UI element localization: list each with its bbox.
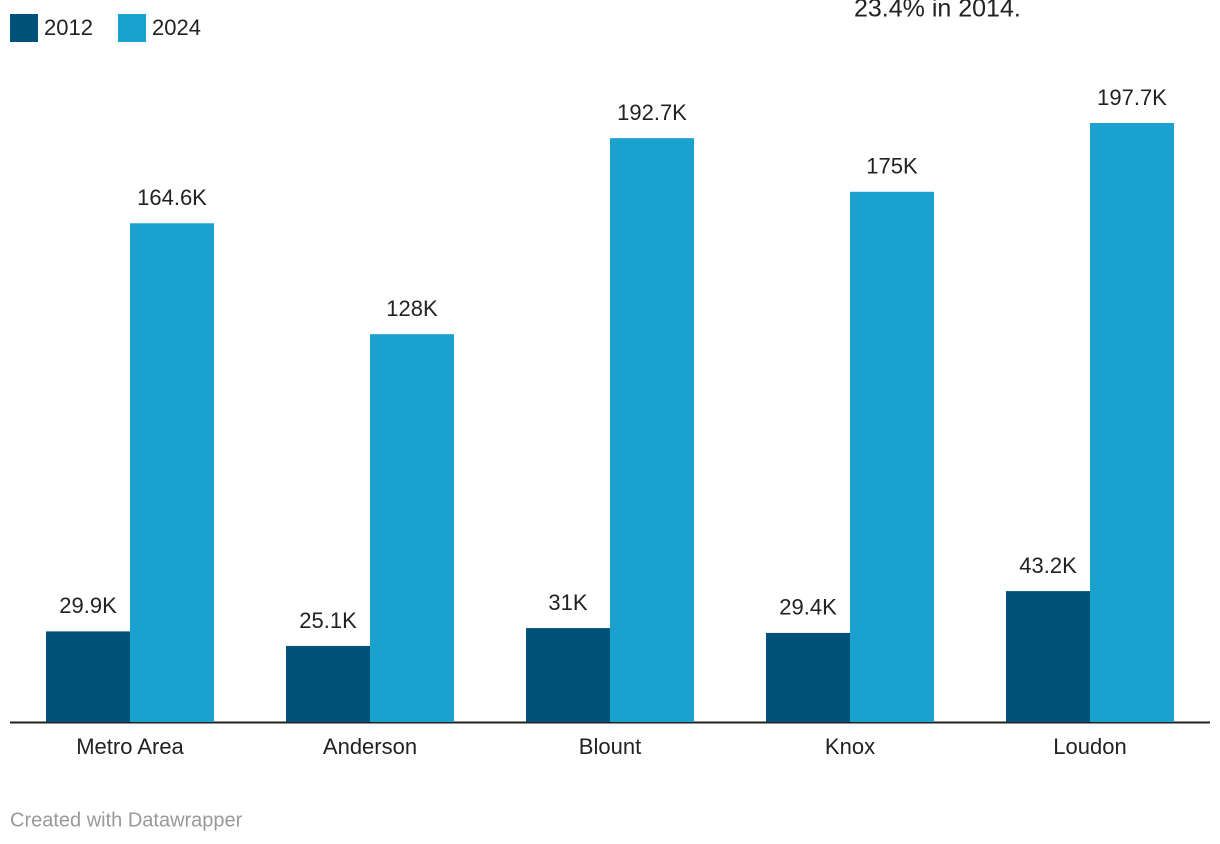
x-tick-label: Blount (579, 734, 641, 759)
annotation: 23.4% in 2014. (854, 0, 1021, 23)
credit: Created with Datawrapper (10, 809, 243, 831)
legend-label: 2012 (44, 15, 93, 40)
bar (610, 138, 694, 722)
value-label: 29.4K (779, 595, 837, 620)
bar (1090, 123, 1174, 722)
bar (1006, 591, 1090, 722)
bar (370, 334, 454, 722)
bar (130, 223, 214, 722)
x-tick-label: Knox (825, 734, 875, 759)
legend-swatch (118, 14, 146, 42)
value-label: 31K (548, 590, 587, 615)
value-label: 197.7K (1097, 85, 1167, 110)
value-label: 164.6K (137, 185, 207, 210)
value-label: 29.9K (59, 593, 117, 618)
value-label: 43.2K (1019, 553, 1077, 578)
bar (850, 191, 934, 722)
bar (526, 628, 610, 722)
value-label: 175K (866, 154, 918, 179)
x-tick-label: Metro Area (76, 734, 184, 759)
bar (286, 645, 370, 722)
x-tick-label: Loudon (1053, 734, 1126, 759)
x-tick-label: Anderson (323, 734, 417, 759)
value-label: 192.7K (617, 100, 687, 125)
bar (46, 631, 130, 722)
bar (766, 632, 850, 722)
value-label: 25.1K (299, 608, 357, 633)
legend-label: 2024 (152, 15, 201, 40)
legend-swatch (10, 14, 38, 42)
value-label: 128K (386, 296, 438, 321)
